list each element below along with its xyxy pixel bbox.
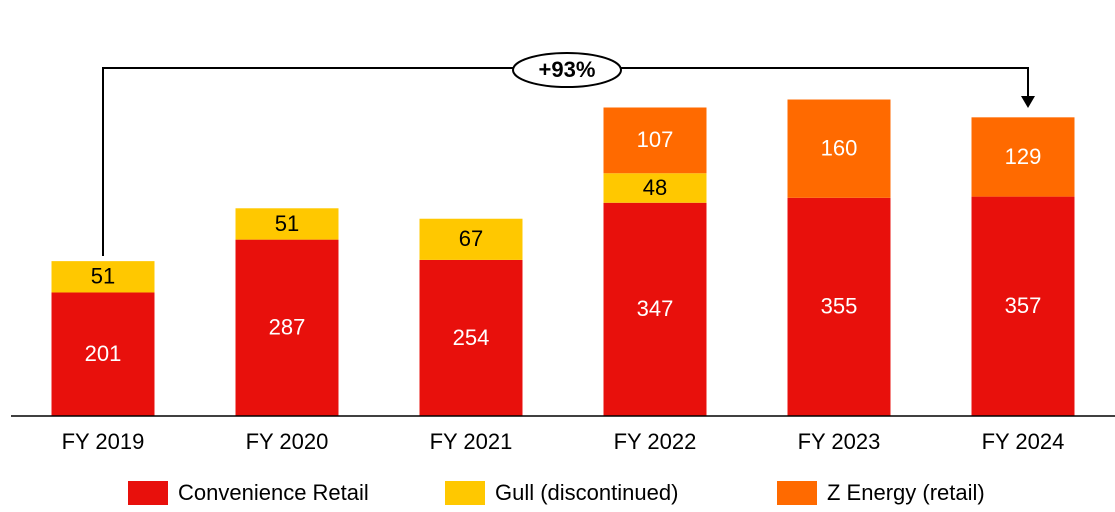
data-label: 129: [1005, 144, 1042, 169]
annotation-bubble: [512, 52, 622, 88]
legend-swatch: [445, 481, 485, 505]
bar-segment: [235, 208, 339, 240]
bar-segment: [603, 173, 707, 203]
data-label: 48: [643, 175, 667, 200]
x-tick-label: FY 2022: [614, 429, 697, 454]
bar-segment: [235, 239, 339, 416]
annotation: +93%: [539, 57, 596, 82]
arrow-head: [1021, 96, 1035, 108]
legend-label: Gull (discontinued): [495, 480, 678, 505]
data-label: 107: [637, 127, 674, 152]
bar-segment: [51, 292, 155, 416]
legend-swatch: [128, 481, 168, 505]
data-label: 287: [269, 315, 306, 340]
data-label: 254: [453, 325, 490, 350]
x-tick-label: FY 2020: [246, 429, 329, 454]
data-label: 201: [85, 341, 122, 366]
x-tick-label: FY 2019: [62, 429, 145, 454]
legend-swatch: [777, 481, 817, 505]
bar-segment: [787, 99, 891, 198]
bar-segment: [971, 117, 1075, 197]
x-tick-label: FY 2024: [982, 429, 1065, 454]
data-label: 355: [821, 294, 858, 319]
data-label: 51: [91, 264, 115, 289]
bar-segment: [787, 197, 891, 416]
legend-label: Convenience Retail: [178, 480, 369, 505]
data-label: 51: [275, 211, 299, 236]
bar-segment: [419, 218, 523, 260]
x-tick-label: FY 2021: [430, 429, 513, 454]
data-label: 160: [821, 135, 858, 160]
legend-label: Z Energy (retail): [827, 480, 985, 505]
x-tick-label: FY 2023: [798, 429, 881, 454]
data-label: 357: [1005, 293, 1042, 318]
bar-segment: [603, 202, 707, 416]
bar-segment: [51, 261, 155, 293]
growth-arrow: [102, 67, 1029, 256]
bar-segment: [971, 196, 1075, 416]
data-label: 67: [459, 226, 483, 251]
data-label: 347: [637, 296, 674, 321]
bar-segment: [419, 259, 523, 416]
bar-segment: [603, 107, 707, 174]
